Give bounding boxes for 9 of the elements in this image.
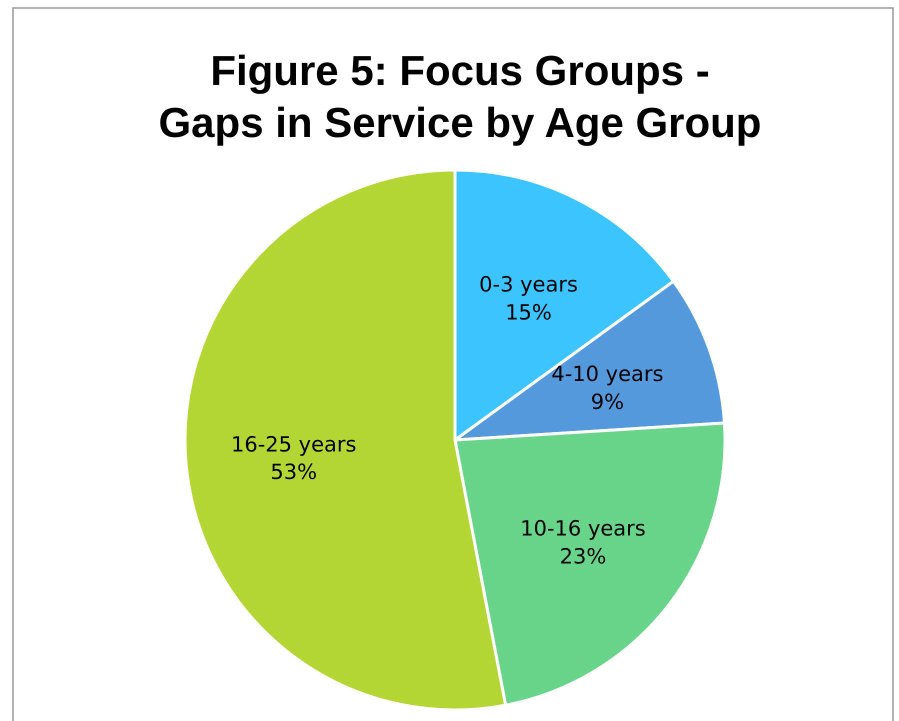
slice-label: 4-10 years [551, 362, 664, 386]
data-label: 9% [590, 390, 624, 414]
chart-title: Figure 5: Focus Groups - Gaps in Service by Age Group [158, 47, 762, 146]
data-label: 15% [505, 300, 552, 325]
slice-label: 10-16 years [520, 516, 646, 540]
slice-label: 0-3 years [479, 272, 578, 297]
slice-label: 16-25 years [230, 432, 356, 456]
data-label: 23% [560, 544, 606, 568]
data-label: 53% [270, 460, 318, 484]
